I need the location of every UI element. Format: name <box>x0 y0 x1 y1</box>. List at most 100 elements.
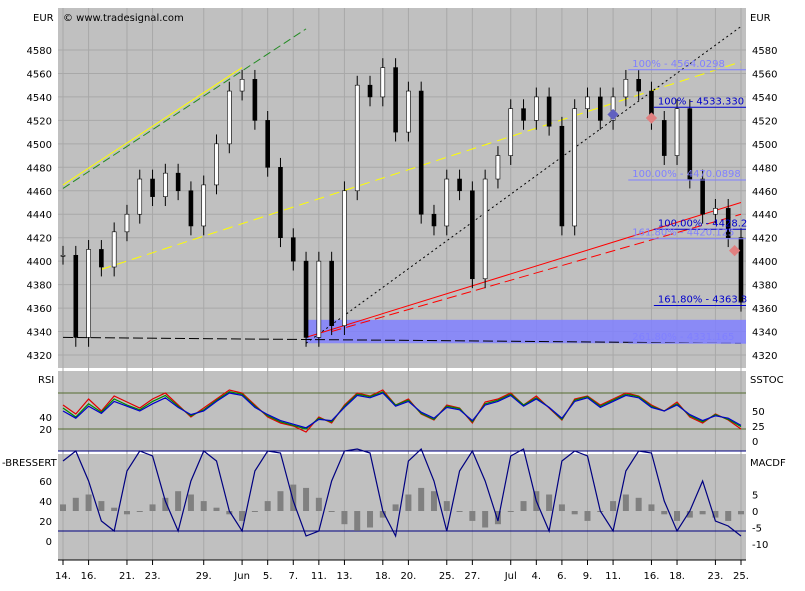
price-tick-left: 4560 <box>27 69 52 80</box>
price-tick-left: 4320 <box>27 351 52 362</box>
bressert-series <box>58 447 746 538</box>
price-candle-body <box>534 96 539 121</box>
x-tick-label: 5. <box>263 571 273 582</box>
price-candle-body <box>559 125 565 227</box>
fibonacci-label: 100% - 4533.330 <box>658 96 744 107</box>
price-tick-right: 4400 <box>752 257 777 268</box>
fibonacci-label: 100.00% - 4470.0898 <box>632 169 741 180</box>
price-tick-left: 4340 <box>27 328 52 339</box>
macd-histogram-bar <box>648 504 655 511</box>
x-tick-label: 20. <box>400 571 416 582</box>
price-tick-left: 4580 <box>27 46 52 57</box>
red-trend-dashed <box>331 213 742 333</box>
price-tick-left: 4540 <box>27 93 52 104</box>
price-tick-left: 4380 <box>27 281 52 292</box>
price-candle-body <box>661 120 667 156</box>
price-candle-body <box>214 143 219 186</box>
macd-histogram-bar <box>507 511 514 512</box>
price-tick-right: 4520 <box>752 116 777 127</box>
price-candle-body <box>444 178 450 227</box>
macd-histogram-bar <box>72 497 79 511</box>
price-tick-left: 4460 <box>27 187 52 198</box>
macd-histogram-bar <box>315 497 322 511</box>
price-candle-body <box>303 260 309 338</box>
x-tick-label: 11. <box>311 571 327 582</box>
price-candle-body <box>201 184 207 227</box>
fibonacci-label: 100.00% - 4428.2 <box>658 218 747 229</box>
price-tick-left: 4440 <box>27 210 52 221</box>
price-candle-body <box>521 108 526 121</box>
price-tick-right: 4540 <box>752 93 777 104</box>
sstoc-tick-right: 25 <box>752 422 765 433</box>
x-tick-label: 9. <box>583 571 593 582</box>
price-candle-body <box>342 190 347 326</box>
macd-histogram-bar <box>226 511 233 515</box>
x-tick-label: 21. <box>119 571 135 582</box>
support-zone <box>306 319 746 344</box>
axes: 4320 4320 4340 4340 4360 4360 4380 4380 4400 4400… <box>27 46 778 582</box>
macd-histogram-bar <box>290 484 297 511</box>
price-candle-body <box>252 79 258 121</box>
macd-histogram-bar <box>200 501 207 511</box>
macd-histogram-bar <box>123 511 130 515</box>
fibonacci-labels: 100% - 4564.0298 100% - 4533.330 100.00% -… <box>607 59 747 344</box>
rsi-panel <box>58 371 746 451</box>
price-candle-body <box>610 96 616 121</box>
rsi-series <box>58 389 746 433</box>
price-candle-body <box>380 67 386 98</box>
price-tick-right: 4380 <box>752 281 777 292</box>
price-candle-body <box>354 84 360 192</box>
price-tick-right: 4440 <box>752 210 777 221</box>
macd-histogram-bar <box>213 507 220 511</box>
macd-histogram-bar <box>187 494 194 511</box>
price-candle-body <box>674 108 680 156</box>
rsi-left-label: RSI <box>38 375 54 386</box>
price-tick-left: 4480 <box>27 163 52 174</box>
price-candle-body <box>406 90 411 133</box>
sstoc-tick-right: 0 <box>752 437 758 448</box>
macdf-tick-right: -5 <box>752 524 762 535</box>
grid-lines <box>58 8 746 560</box>
x-tick-label: 16. <box>81 571 97 582</box>
price-candle-body <box>713 208 718 215</box>
x-tick-label: 23. <box>145 571 161 582</box>
fibonacci-label: 100% - 4564.0298 <box>632 59 725 70</box>
macd-histogram-bar <box>379 511 386 518</box>
fibonacci-label: 261.80% - 4331.165 <box>632 332 734 343</box>
upper-channel-line <box>62 67 243 186</box>
rsi-line <box>62 392 742 429</box>
price-candle-body <box>738 237 744 303</box>
price-candle-body <box>495 155 501 180</box>
macd-histogram-bar <box>558 504 565 511</box>
price-tick-right: 4460 <box>752 187 777 198</box>
macdf-tick-right: 0 <box>752 507 758 518</box>
price-candle-body <box>546 96 552 127</box>
macd-histogram-bar <box>456 511 463 512</box>
price-candle-body <box>150 178 155 197</box>
price-tick-left: 4360 <box>27 304 52 315</box>
bressert-tick-left: 0 <box>46 537 52 548</box>
price-tick-right: 4580 <box>752 46 777 57</box>
macd-histogram-bar <box>392 504 399 511</box>
macd-histogram-bar <box>584 511 591 521</box>
macd-histogram-bar <box>111 507 118 511</box>
price-tick-right: 4500 <box>752 140 777 151</box>
x-tick-label: Jul <box>504 571 517 582</box>
macd-histogram-bar <box>354 511 361 531</box>
price-candle-body <box>163 172 168 197</box>
watermark: © www.tradesignal.com <box>63 13 184 24</box>
x-tick-label: 13. <box>336 571 352 582</box>
macd-histogram-bar <box>482 511 489 528</box>
price-candle-body <box>124 213 130 233</box>
price-candle-body <box>60 254 66 257</box>
price-candle-body <box>431 213 437 227</box>
macd-histogram-bar <box>430 491 437 511</box>
bressert-tick-left: 20 <box>39 517 52 528</box>
price-tick-right: 4420 <box>752 234 777 245</box>
x-tick-label: 6. <box>557 571 567 582</box>
price-candle-body <box>585 96 590 109</box>
price-candle-body <box>508 108 514 156</box>
price-candle-body <box>175 172 181 192</box>
macd-histogram-bar <box>725 511 732 521</box>
